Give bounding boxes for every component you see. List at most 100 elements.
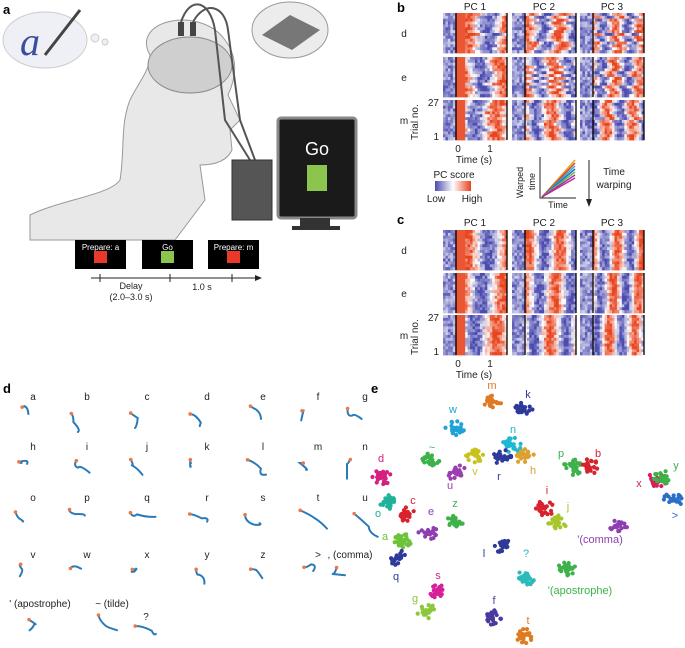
heatmap-cell xyxy=(629,137,633,141)
heatmap-cell xyxy=(443,108,446,112)
heatmap-cell xyxy=(502,267,505,271)
heatmap-cell xyxy=(551,15,555,20)
heatmap-cell xyxy=(465,238,469,242)
heatmap-cell xyxy=(445,281,449,285)
heatmap-cell xyxy=(516,24,520,28)
heatmap-cell xyxy=(484,244,488,248)
heatmap-cell xyxy=(584,68,588,72)
heatmap-cell xyxy=(639,100,642,104)
heatmap-cell xyxy=(462,44,466,48)
heatmap-cell xyxy=(568,62,572,66)
heatmap-cell xyxy=(536,241,540,245)
heatmap-cell xyxy=(457,278,461,282)
heatmap-cell xyxy=(529,50,533,54)
heatmap-cell xyxy=(462,79,466,84)
heatmap-cell xyxy=(450,111,454,115)
heatmap-cell xyxy=(452,30,456,34)
heatmap-cell xyxy=(477,238,481,242)
heatmap-cell xyxy=(470,301,473,305)
heatmap-cell xyxy=(568,18,572,22)
heatmap-cell xyxy=(573,21,577,25)
heatmap-cell xyxy=(619,255,623,259)
heatmap-cell xyxy=(504,77,508,81)
heatmap-cell xyxy=(609,120,613,124)
heatmap-cell xyxy=(548,68,552,72)
heatmap-cell xyxy=(482,21,486,25)
heatmap-cell xyxy=(563,15,567,20)
heatmap-cell xyxy=(592,105,596,109)
heatmap-cell xyxy=(462,232,466,237)
heatmap-cell xyxy=(470,100,473,104)
heatmap-cell xyxy=(504,275,508,280)
heatmap-cell xyxy=(467,134,471,138)
heatmap-cell xyxy=(573,24,577,28)
heatmap-cell xyxy=(556,44,560,48)
heatmap-cell xyxy=(536,244,540,248)
heatmap-cell xyxy=(443,30,446,34)
heatmap-cell xyxy=(553,284,557,288)
heatmap-cell xyxy=(512,128,515,132)
heatmap-cell xyxy=(546,241,550,245)
heatmap-cell xyxy=(534,59,538,64)
heatmap-cell xyxy=(571,125,574,129)
heatmap-cell xyxy=(587,125,591,129)
heatmap-cell xyxy=(584,267,588,271)
heatmap-cell xyxy=(472,134,476,138)
heatmap-cell xyxy=(589,261,593,265)
heatmap-cell xyxy=(457,293,461,297)
heatmap-cell xyxy=(616,244,620,248)
heatmap-cell xyxy=(489,30,493,34)
heatmap-cell xyxy=(546,82,550,86)
heatmap-cell xyxy=(521,35,525,40)
heatmap-cell xyxy=(563,21,567,25)
heatmap-cell xyxy=(624,247,628,251)
heatmap-cell xyxy=(526,281,530,285)
heatmap-cell xyxy=(534,247,538,251)
heatmap-cell xyxy=(544,235,547,239)
heatmap-cell xyxy=(619,85,623,89)
heatmap-cell xyxy=(489,273,493,277)
heatmap-cell xyxy=(529,131,533,135)
heatmap-cell xyxy=(541,264,545,268)
heatmap-cell xyxy=(621,33,625,37)
heatmap-cell xyxy=(492,252,496,257)
heatmap-cell xyxy=(626,35,630,40)
heatmap-cell xyxy=(470,79,473,84)
heatmap-cell xyxy=(619,102,623,107)
heatmap-cell xyxy=(619,261,623,265)
heatmap-cell xyxy=(447,77,451,81)
heatmap-cell xyxy=(546,71,550,75)
heatmap-cell xyxy=(589,122,593,127)
heatmap-cell xyxy=(489,125,493,129)
heatmap-cell xyxy=(504,94,508,98)
heatmap-cell xyxy=(563,85,567,89)
heatmap-cell xyxy=(475,105,478,109)
heatmap-cell xyxy=(548,82,552,86)
heatmap-cell xyxy=(599,18,603,22)
heatmap-cell xyxy=(599,33,603,37)
heatmap-cell xyxy=(447,62,451,66)
heatmap-cell xyxy=(529,65,533,69)
heatmap-cell xyxy=(447,13,451,17)
heatmap-cell xyxy=(571,275,574,280)
heatmap-cell xyxy=(568,57,572,61)
heatmap-d-pc2 xyxy=(512,230,577,271)
heatmap-cell xyxy=(541,238,545,242)
heatmap-cell xyxy=(526,278,530,282)
heatmap-cell xyxy=(621,65,625,69)
heatmap-cell xyxy=(556,15,560,20)
heatmap-cell xyxy=(599,134,603,138)
heatmap-cell xyxy=(450,261,454,265)
heatmap-cell xyxy=(563,38,567,42)
heatmap-cell xyxy=(475,235,478,239)
heatmap-cell xyxy=(624,137,628,141)
heatmap-cell xyxy=(544,85,547,89)
heatmap-cell xyxy=(531,77,535,81)
heatmap-cell xyxy=(594,247,598,251)
heatmap-cell xyxy=(455,57,459,61)
heatmap-cell xyxy=(551,59,555,64)
heatmap-cell xyxy=(566,273,570,277)
heatmap-cell xyxy=(536,235,540,239)
heatmap-cell xyxy=(494,278,498,282)
heatmap-cell xyxy=(548,100,552,104)
